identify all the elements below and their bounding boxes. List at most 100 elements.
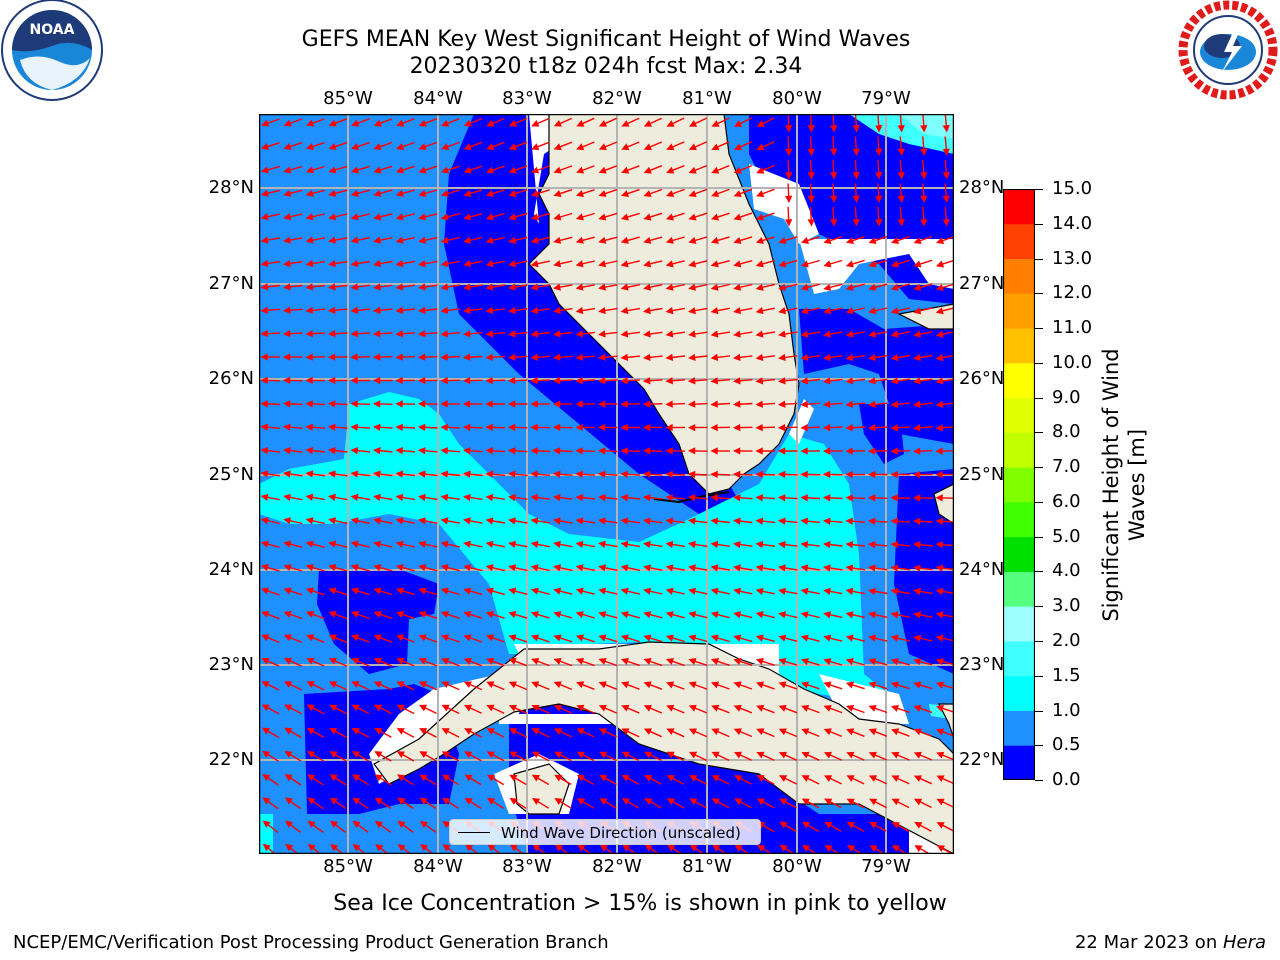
- wave-direction-arrowhead: [643, 634, 652, 642]
- wave-direction-arrowhead: [845, 470, 853, 479]
- wave-direction-arrowhead: [800, 447, 808, 455]
- wave-direction-arrowhead: [890, 587, 899, 596]
- wave-direction-arrowhead: [530, 306, 539, 315]
- wave-direction-arrowhead: [351, 681, 360, 688]
- wave-direction-arrowhead: [262, 797, 271, 805]
- wave-direction-arrowhead: [283, 213, 292, 221]
- wave-direction-arrowhead: [756, 190, 765, 198]
- wave-direction-arrowhead: [755, 611, 764, 619]
- wave-direction-arrowhead: [440, 213, 449, 221]
- wave-direction-arrowhead: [575, 353, 583, 361]
- wave-direction-arrowhead: [845, 564, 854, 572]
- wave-direction-arrowhead: [282, 353, 291, 361]
- wave-direction-arrowhead: [350, 517, 359, 525]
- wave-direction-arrowhead: [890, 377, 899, 385]
- wave-direction-arrowhead: [373, 610, 382, 618]
- wave-direction-arrowhead: [283, 564, 292, 572]
- sea-ice-note: Sea Ice Concentration > 15% is shown in …: [333, 891, 947, 916]
- wave-direction-arrowhead: [531, 704, 540, 712]
- wave-direction-arrowhead: [418, 540, 427, 548]
- wave-direction-arrowhead: [440, 611, 450, 618]
- wave-direction-arrowhead: [688, 751, 698, 759]
- wave-direction-arrowhead: [327, 423, 336, 431]
- wave-direction-arrowhead: [418, 189, 427, 197]
- wave-direction-arrowhead: [891, 728, 900, 736]
- colorbar-tick-label: 13.0: [1052, 247, 1093, 269]
- wave-direction-arrowhead: [395, 376, 403, 385]
- nws-logo: [1176, 0, 1280, 104]
- wave-direction-arrowhead: [936, 775, 945, 782]
- lon-label-bottom: 81°W: [682, 856, 732, 877]
- wave-direction-arrowhead: [822, 424, 831, 432]
- wave-direction-arrowhead: [756, 775, 765, 782]
- wave-direction-arrowhead: [665, 540, 674, 549]
- wave-direction-arrowhead: [822, 470, 831, 479]
- wave-direction-arrowhead: [531, 728, 540, 735]
- wave-direction-arrowhead: [485, 236, 494, 244]
- colorbar-swatch: [1003, 189, 1035, 225]
- wave-direction-arrowhead: [823, 751, 833, 759]
- wave-direction-arrowhead: [485, 493, 494, 502]
- wave-direction-arrowhead: [890, 634, 899, 642]
- wave-direction-arrowhead: [553, 119, 562, 127]
- wave-direction-arrowhead: [395, 423, 403, 431]
- wave-direction-arrowhead: [441, 657, 450, 665]
- wave-direction-arrowhead: [373, 540, 382, 548]
- wave-direction-arrowhead: [418, 236, 427, 244]
- wave-direction-arrowhead: [463, 470, 471, 478]
- wave-direction-arrowhead: [531, 634, 540, 642]
- wave-direction-arrowhead: [508, 517, 516, 525]
- land-cuba: [373, 641, 954, 854]
- wave-direction-arrowhead: [666, 143, 675, 151]
- wave-direction-arrowhead: [800, 260, 809, 268]
- wave-direction-arrowhead: [666, 190, 675, 198]
- colorbar-tick-mark: [1035, 293, 1043, 295]
- wave-direction-arrowhead: [914, 821, 923, 829]
- wave-direction-arrowhead: [285, 843, 294, 852]
- wave-direction-arrowhead: [485, 611, 494, 618]
- wave-direction-arrowhead: [418, 681, 428, 689]
- wave-direction-arrowhead: [733, 143, 743, 151]
- wave-direction-arrowhead: [801, 821, 810, 829]
- wave-direction-arrowhead: [599, 844, 608, 852]
- wave-direction-arrowhead: [935, 260, 945, 268]
- footer-credit: NCEP/EMC/Verification Post Processing Pr…: [13, 932, 609, 953]
- wave-direction-arrowhead: [890, 330, 899, 338]
- wave-direction-arrowhead: [936, 237, 945, 245]
- wave-direction-arrowhead: [328, 657, 337, 665]
- wave-direction-arrowhead: [891, 821, 900, 829]
- wave-direction-arrowhead: [418, 260, 426, 268]
- wave-direction-arrowhead: [508, 540, 517, 548]
- wave-direction-arrowhead: [531, 143, 540, 151]
- wave-direction-arrowhead: [845, 494, 853, 502]
- wave-direction-arrowhead: [845, 400, 853, 408]
- wave-direction-arrowhead: [372, 330, 381, 338]
- wave-direction-arrowhead: [261, 704, 270, 712]
- wave-direction-arrowhead: [778, 728, 787, 736]
- colorbar-swatch: [1003, 606, 1035, 642]
- wave-direction-arrowhead: [935, 283, 944, 291]
- wave-direction-arrowhead: [397, 820, 406, 829]
- wave-direction-arrowhead: [846, 798, 855, 806]
- wave-direction-arrowhead: [800, 424, 808, 432]
- wave-direction-arrowhead: [845, 587, 854, 596]
- wave-direction-arrowhead: [553, 143, 562, 151]
- wave-direction-arrowhead: [262, 750, 271, 758]
- wave-direction-arrowhead: [665, 494, 673, 502]
- wave-direction-arrowhead: [733, 237, 742, 244]
- wave-direction-arrowhead: [868, 634, 877, 642]
- wave-direction-arrowhead: [576, 797, 586, 805]
- wave-direction-arrowhead: [643, 283, 652, 291]
- wave-direction-arrowhead: [755, 283, 764, 291]
- wave-direction-arrowhead: [710, 494, 718, 502]
- wave-direction-arrowhead: [620, 283, 629, 291]
- wave-direction-arrowhead: [823, 587, 831, 595]
- wave-direction-arrowhead: [305, 400, 313, 408]
- wave-direction-arrowhead: [710, 564, 719, 572]
- wave-direction-arrowhead: [260, 376, 268, 385]
- wave-direction-arrowhead: [688, 658, 697, 665]
- wave-direction-arrowhead: [621, 728, 630, 735]
- wave-direction-arrowhead: [890, 353, 899, 362]
- wave-direction-arrowhead: [710, 283, 719, 291]
- wave-direction-arrowhead: [395, 213, 404, 221]
